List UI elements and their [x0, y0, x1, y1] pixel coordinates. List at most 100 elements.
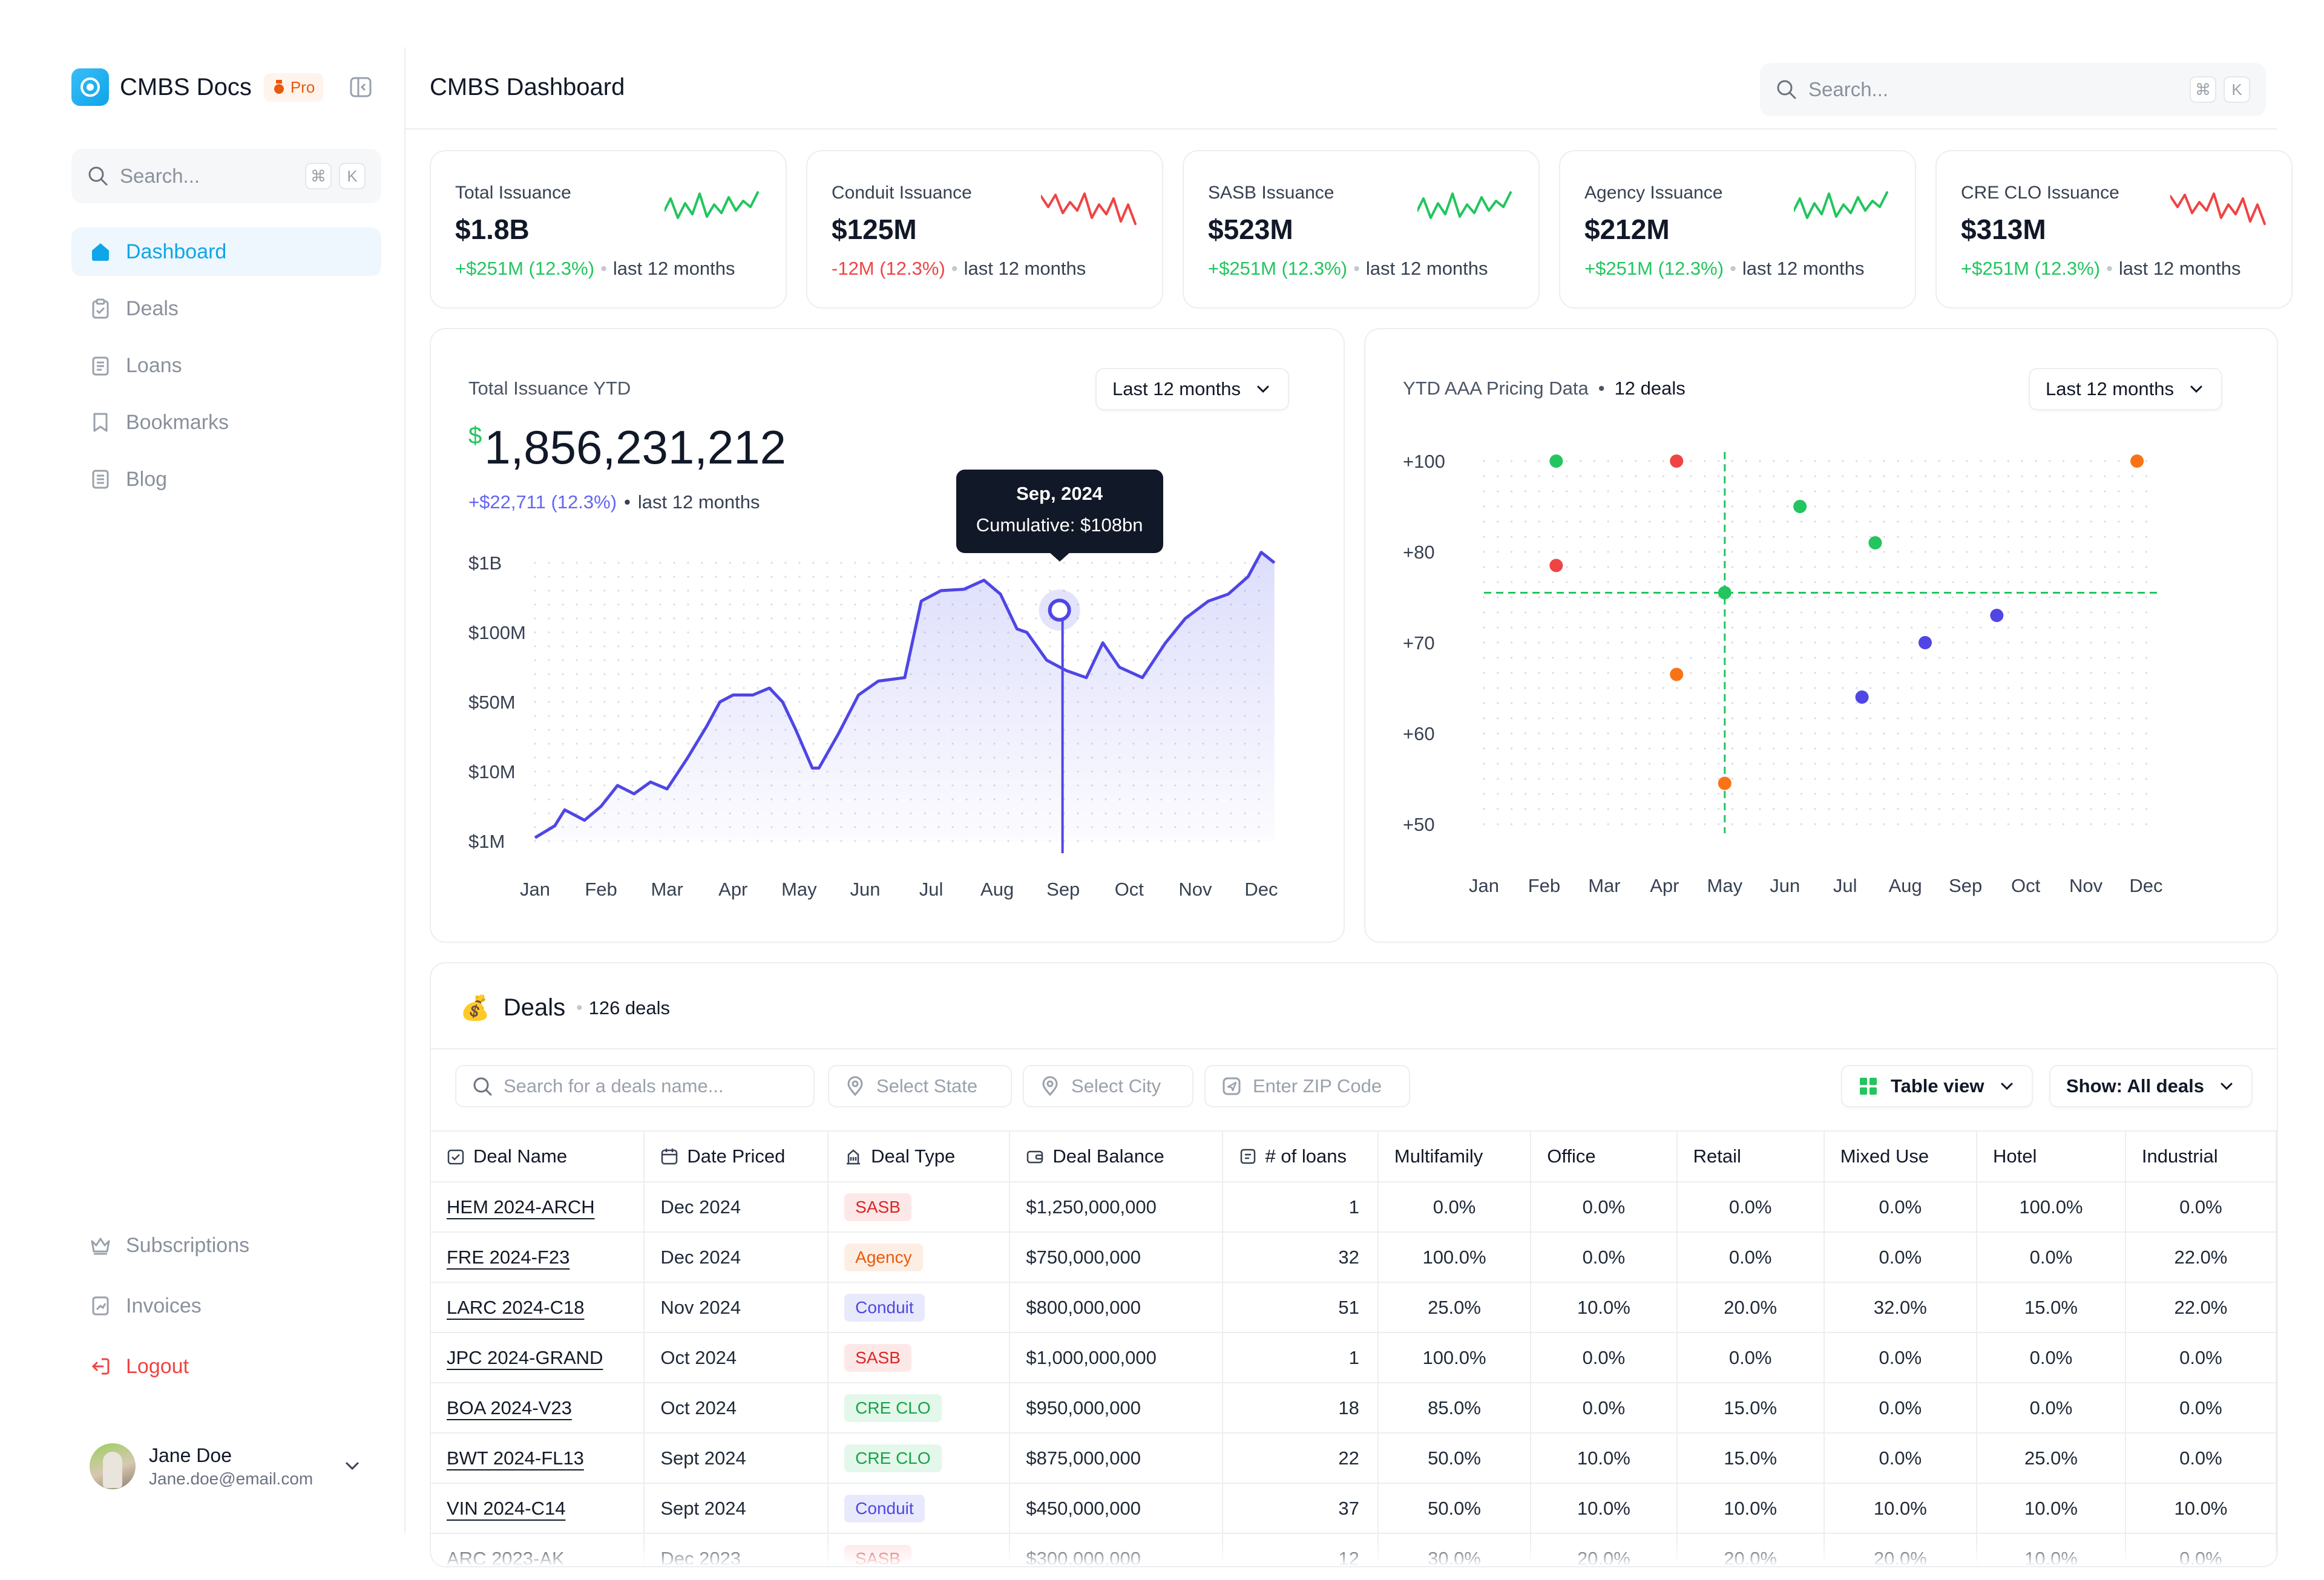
cell-deal-type: Agency: [828, 1232, 1011, 1283]
chevron-down-icon[interactable]: [341, 1455, 363, 1477]
sidebar-item-blog[interactable]: Blog: [71, 455, 381, 503]
pricing-chart-title: YTD AAA Pricing Data • 12 deals: [1403, 378, 1686, 399]
global-search[interactable]: Search... ⌘ K: [1760, 63, 2266, 116]
col-mixed-use[interactable]: Mixed Use: [1823, 1130, 1978, 1182]
sidebar-item-label: Logout: [126, 1354, 189, 1378]
deal-name-link[interactable]: LARC 2024-C18: [447, 1296, 585, 1318]
cell-retail: 20.0%: [1676, 1282, 1825, 1333]
cell-multifamily: 50.0%: [1377, 1483, 1532, 1534]
user-email: Jane.doe@email.com: [149, 1469, 313, 1488]
stat-change: -12M (12.3%) • last 12 months: [832, 258, 1086, 279]
table-row[interactable]: JPC 2024-GRAND Oct 2024 SASB $1,000,000,000…: [431, 1333, 2277, 1383]
pricing-scatter-chart[interactable]: +100 +80 +70 +60 +50 Jan Feb Mar Apr May Jun Jul Aug…: [1365, 329, 2279, 944]
table-row[interactable]: BOA 2024-V23 Oct 2024 CRE CLO $950,000,000 1…: [431, 1383, 2277, 1434]
deal-type-badge: CRE CLO: [844, 1394, 942, 1422]
stat-value: $1.8B: [455, 214, 530, 245]
sidebar-item-invoices[interactable]: Invoices: [71, 1282, 381, 1330]
stat-card-sasb-issuance[interactable]: SASB Issuance $523M +$251M (12.3%) • last …: [1183, 150, 1540, 309]
deal-name-link[interactable]: BWT 2024-FL13: [447, 1447, 584, 1469]
highlight-point[interactable]: [1048, 598, 1071, 622]
table-row[interactable]: HEM 2024-ARCH Dec 2024 SASB $1,250,000,000 1…: [431, 1182, 2277, 1233]
sidebar-item-bookmarks[interactable]: Bookmarks: [71, 398, 381, 447]
scatter-point[interactable]: [1793, 500, 1807, 513]
user-menu[interactable]: Jane Doe Jane.doe@email.com: [71, 1433, 381, 1500]
show-filter-dropdown[interactable]: Show: All deals: [2049, 1065, 2253, 1107]
sidebar-item-subscriptions[interactable]: Subscriptions: [71, 1221, 381, 1270]
scatter-point[interactable]: [1919, 636, 1932, 649]
scatter-point[interactable]: [1855, 690, 1869, 704]
stat-card-cre-clo-issuance[interactable]: CRE CLO Issuance $313M +$251M (12.3%) • la…: [1935, 150, 2293, 309]
tooltip-title: Sep, 2024: [1016, 483, 1103, 505]
col-hotel[interactable]: Hotel: [1977, 1130, 2126, 1182]
col-office[interactable]: Office: [1531, 1130, 1678, 1182]
stat-card-total-issuance[interactable]: Total Issuance $1.8B +$251M (12.3%) • last…: [430, 150, 787, 309]
global-search-input[interactable]: Search...: [1808, 78, 1889, 100]
scatter-point[interactable]: [1868, 536, 1882, 549]
scatter-point[interactable]: [1549, 559, 1563, 572]
col-label: Deal Name: [473, 1146, 568, 1167]
deal-name-link[interactable]: HEM 2024-ARCH: [447, 1196, 595, 1218]
table-row[interactable]: LARC 2024-C18 Nov 2024 Conduit $800,000,000…: [431, 1282, 2277, 1333]
deal-search-input[interactable]: Search for a deals name...: [455, 1065, 815, 1107]
total-issuance-value: $1,856,231,212: [468, 420, 786, 475]
brand-logo-icon: [71, 68, 109, 106]
deal-name-link[interactable]: BOA 2024-V23: [447, 1397, 572, 1418]
col-industrial[interactable]: Industrial: [2125, 1130, 2277, 1182]
scatter-point[interactable]: [1670, 667, 1684, 681]
cell-office: 10.0%: [1531, 1282, 1678, 1333]
table-row[interactable]: VIN 2024-C14 Sept 2024 Conduit $450,000,000…: [431, 1483, 2277, 1534]
cell-retail: 0.0%: [1676, 1182, 1825, 1233]
scatter-point[interactable]: [1718, 776, 1732, 790]
deal-name-link[interactable]: VIN 2024-C14: [447, 1497, 566, 1519]
invoice-icon: [92, 1296, 109, 1316]
sidebar-item-loans[interactable]: Loans: [71, 341, 381, 390]
sidebar-item-logout[interactable]: Logout: [71, 1342, 381, 1391]
cell-multifamily: 100.0%: [1377, 1232, 1532, 1283]
sidebar-item-dashboard[interactable]: Dashboard: [71, 228, 381, 276]
sidebar-search-input[interactable]: Search...: [120, 165, 200, 187]
col-label: Office: [1547, 1146, 1596, 1167]
stat-change-value: +$251M (12.3%): [1961, 258, 2101, 279]
brand[interactable]: CMBS Docs Pro: [71, 68, 324, 107]
sidebar-search[interactable]: Search... ⌘ K: [71, 149, 381, 203]
col-date-priced[interactable]: Date Priced: [644, 1130, 829, 1182]
scatter-point[interactable]: [1718, 586, 1732, 600]
crown-icon: [91, 1237, 110, 1255]
cell-office: 10.0%: [1531, 1433, 1678, 1484]
city-select[interactable]: Select City: [1023, 1065, 1193, 1107]
collapse-sidebar-icon[interactable]: [349, 75, 373, 99]
col-deal-name[interactable]: Deal Name: [431, 1130, 645, 1182]
col-multifamily[interactable]: Multifamily: [1377, 1130, 1532, 1182]
col-deal-balance[interactable]: Deal Balance: [1009, 1130, 1223, 1182]
scatter-point[interactable]: [2130, 454, 2144, 468]
sidebar-item-label: Bookmarks: [126, 410, 229, 434]
issuance-area-chart[interactable]: $1B $100M $50M $10M $1M Jan Feb Mar Apr May Jun Jul…: [431, 329, 1346, 944]
deal-name-link[interactable]: JPC 2024-GRAND: [447, 1346, 603, 1368]
state-select[interactable]: Select State: [828, 1065, 1012, 1107]
cell-mixed-use: 0.0%: [1823, 1182, 1978, 1233]
table-row[interactable]: BWT 2024-FL13 Sept 2024 CRE CLO $875,000,00…: [431, 1433, 2277, 1484]
col-deal-type[interactable]: Deal Type: [828, 1130, 1011, 1182]
y-tick-label: +50: [1403, 814, 1435, 835]
col-label: Hotel: [1993, 1146, 2037, 1167]
cell-retail: 10.0%: [1676, 1483, 1825, 1534]
view-toggle[interactable]: Table view: [1841, 1065, 2033, 1107]
y-tick-label: $10M: [468, 761, 516, 782]
scatter-point[interactable]: [1990, 609, 2004, 622]
table-row[interactable]: FRE 2024-F23 Dec 2024 Agency $750,000,000 32…: [431, 1232, 2277, 1283]
sidebar-item-deals[interactable]: Deals: [71, 284, 381, 333]
stat-card-agency-issuance[interactable]: Agency Issuance $212M +$251M (12.3%) • las…: [1559, 150, 1916, 309]
y-tick-label: $100M: [468, 622, 526, 643]
pricing-period-dropdown[interactable]: Last 12 months: [2029, 368, 2222, 410]
stat-card-conduit-issuance[interactable]: Conduit Issuance $125M -12M (12.3%) • last…: [806, 150, 1163, 309]
scatter-point[interactable]: [1670, 454, 1684, 468]
x-tick-label: Aug: [1889, 875, 1922, 896]
deal-name-link[interactable]: FRE 2024-F23: [447, 1246, 570, 1268]
col-num-loans[interactable]: # of loans: [1222, 1130, 1379, 1182]
zip-input[interactable]: Enter ZIP Code: [1204, 1065, 1410, 1107]
topbar: CMBS Dashboard Search... ⌘ K: [405, 47, 2277, 129]
issuance-period-dropdown[interactable]: Last 12 months: [1095, 368, 1289, 410]
col-retail[interactable]: Retail: [1676, 1130, 1825, 1182]
x-tick-label: Apr: [718, 879, 747, 900]
scatter-point[interactable]: [1549, 454, 1563, 468]
